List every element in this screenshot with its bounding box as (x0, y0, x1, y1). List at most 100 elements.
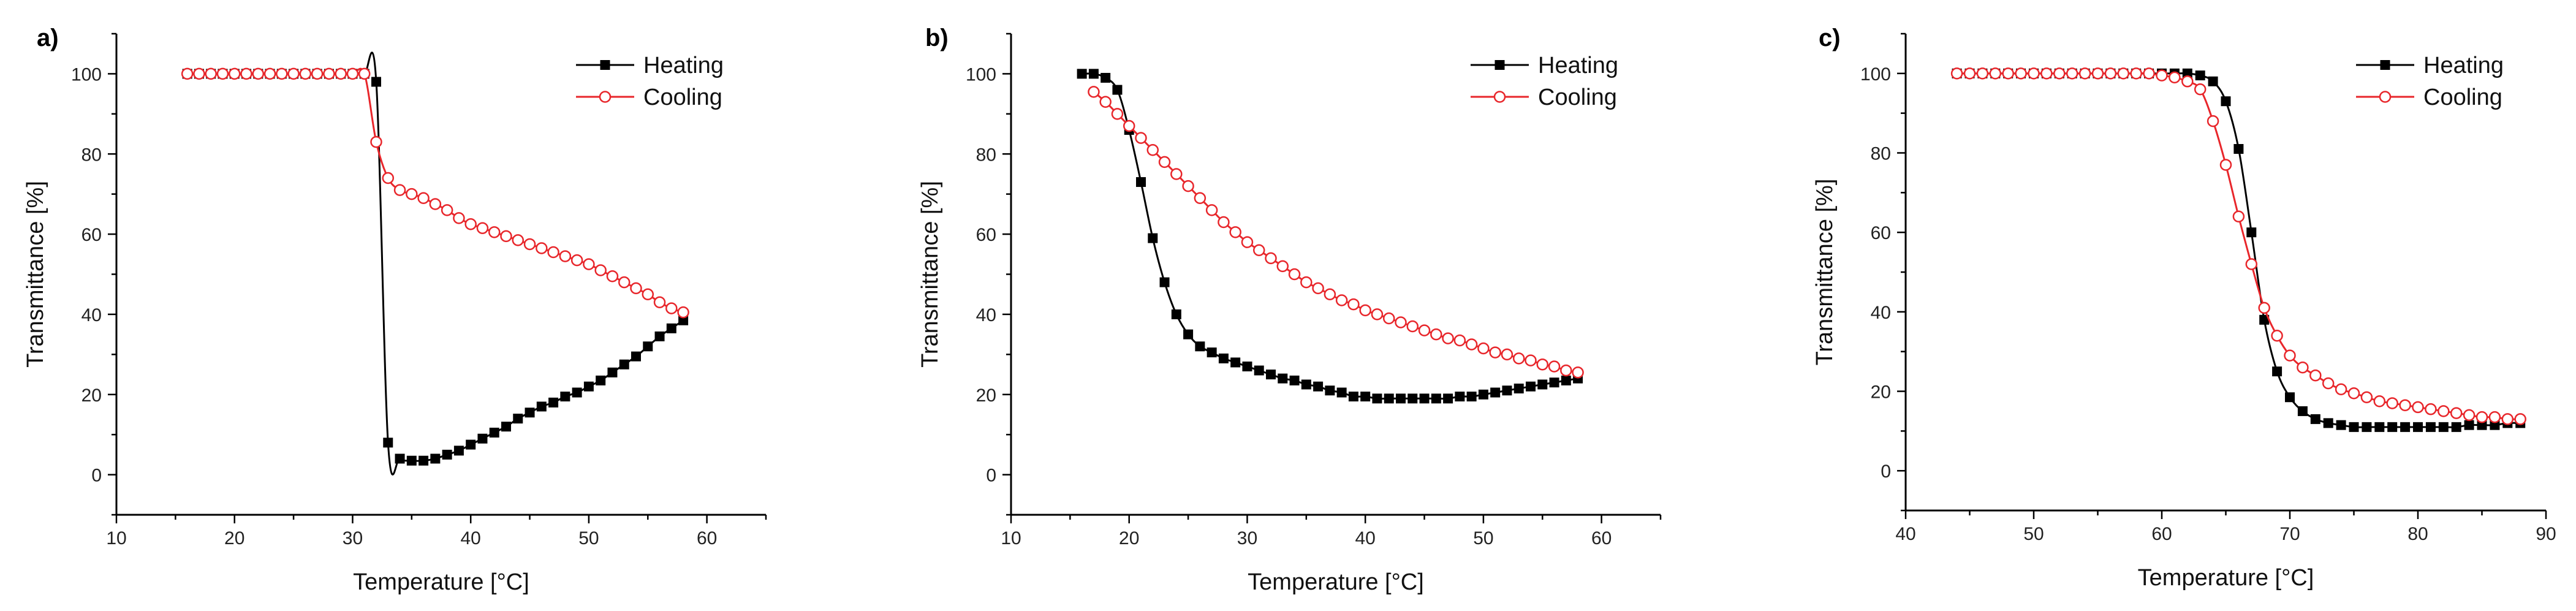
data-point (2438, 422, 2449, 432)
data-point (1537, 379, 1548, 390)
legend-marker (599, 91, 612, 103)
x-tick-label: 50 (1473, 528, 1493, 548)
x-tick-label: 90 (2536, 524, 2556, 544)
data-point (1136, 177, 1146, 188)
data-point (1418, 324, 1431, 336)
data-point (1572, 366, 1584, 379)
data-point (525, 408, 535, 418)
data-point (2464, 420, 2474, 430)
data-point (489, 427, 499, 438)
data-point (1443, 393, 1453, 404)
data-point (2451, 422, 2461, 432)
data-point (1501, 348, 1513, 361)
y-tick-label: 40 (81, 305, 102, 325)
y-axis-title: Transmittance [%] (917, 181, 943, 368)
data-point (1183, 329, 1194, 340)
data-point (429, 198, 442, 210)
data-point (2490, 420, 2500, 430)
data-point (2195, 70, 2205, 81)
data-point (618, 276, 631, 289)
y-tick-label: 60 (1871, 223, 1891, 243)
y-tick-label: 80 (976, 145, 996, 165)
data-point (1489, 346, 1501, 359)
y-tick-label: 60 (81, 225, 102, 245)
data-point (1560, 364, 1572, 377)
series-cooling (181, 67, 689, 319)
data-point (346, 67, 359, 80)
y-tick-label: 0 (986, 466, 996, 486)
data-point (583, 381, 594, 392)
data-point (1455, 392, 1465, 402)
data-point (1513, 383, 1524, 393)
data-point (240, 67, 252, 80)
data-point (1218, 353, 1229, 363)
data-point (228, 67, 241, 80)
data-point (1112, 85, 1123, 95)
data-point (2040, 67, 2053, 80)
data-point (2335, 383, 2347, 396)
data-point (2374, 422, 2385, 432)
data-point (1158, 156, 1171, 169)
data-point (2053, 67, 2066, 80)
chart-panel-1: a) 10 20 30 40 50 60 0 20 40 60 80 100 Temperature [°… (23, 25, 767, 595)
legend: Heating Cooling (576, 53, 724, 110)
data-point (453, 446, 464, 456)
data-point (596, 375, 606, 385)
data-point (2066, 67, 2078, 80)
data-point (1525, 354, 1537, 366)
data-point (2425, 403, 2437, 416)
data-point (2387, 422, 2398, 432)
data-point (2477, 420, 2487, 430)
y-axis-title: Transmittance [%] (23, 181, 48, 368)
data-point (1230, 357, 1241, 368)
data-point (2501, 413, 2514, 425)
data-point (1242, 361, 1252, 371)
data-point (2349, 422, 2359, 432)
data-point (1312, 282, 1324, 295)
data-point (216, 67, 229, 80)
data-point (466, 439, 476, 450)
data-point (547, 246, 559, 259)
data-point (643, 341, 653, 352)
series-heating (1077, 69, 1583, 404)
data-point (1976, 67, 1989, 80)
data-point (2463, 409, 2476, 422)
data-point (1088, 86, 1100, 98)
data-point (371, 77, 381, 87)
data-point (513, 414, 523, 423)
data-point (2194, 83, 2207, 96)
legend-label: Cooling (643, 85, 722, 110)
data-point (2028, 67, 2040, 80)
data-point (2310, 414, 2320, 424)
data-point (2182, 68, 2192, 78)
data-point (512, 234, 525, 246)
data-point (395, 454, 405, 464)
x-tick-label: 60 (2151, 524, 2172, 544)
data-point (2245, 258, 2258, 270)
data-point (441, 204, 453, 216)
data-point (299, 67, 312, 80)
data-point (2271, 329, 2283, 342)
series-line (1957, 72, 2521, 420)
data-point (406, 188, 418, 200)
data-point (2156, 69, 2168, 82)
legend-marker (2380, 60, 2390, 70)
data-point (619, 359, 629, 370)
legend-label: Heating (1538, 53, 1618, 78)
data-point (1453, 334, 1466, 347)
data-point (536, 242, 548, 254)
data-point (1548, 360, 1561, 373)
data-point (1182, 180, 1194, 192)
data-point (1465, 338, 1478, 351)
y-tick-label: 40 (976, 305, 996, 325)
y-tick-label: 100 (1860, 64, 1891, 85)
data-point (1170, 168, 1183, 180)
data-point (2347, 387, 2360, 400)
data-point (678, 315, 689, 325)
y-tick-label: 80 (81, 145, 102, 165)
data-point (2130, 67, 2142, 80)
data-point (2400, 422, 2411, 432)
data-point (607, 367, 618, 378)
x-tick-label: 20 (1119, 528, 1139, 548)
data-point (370, 135, 382, 148)
